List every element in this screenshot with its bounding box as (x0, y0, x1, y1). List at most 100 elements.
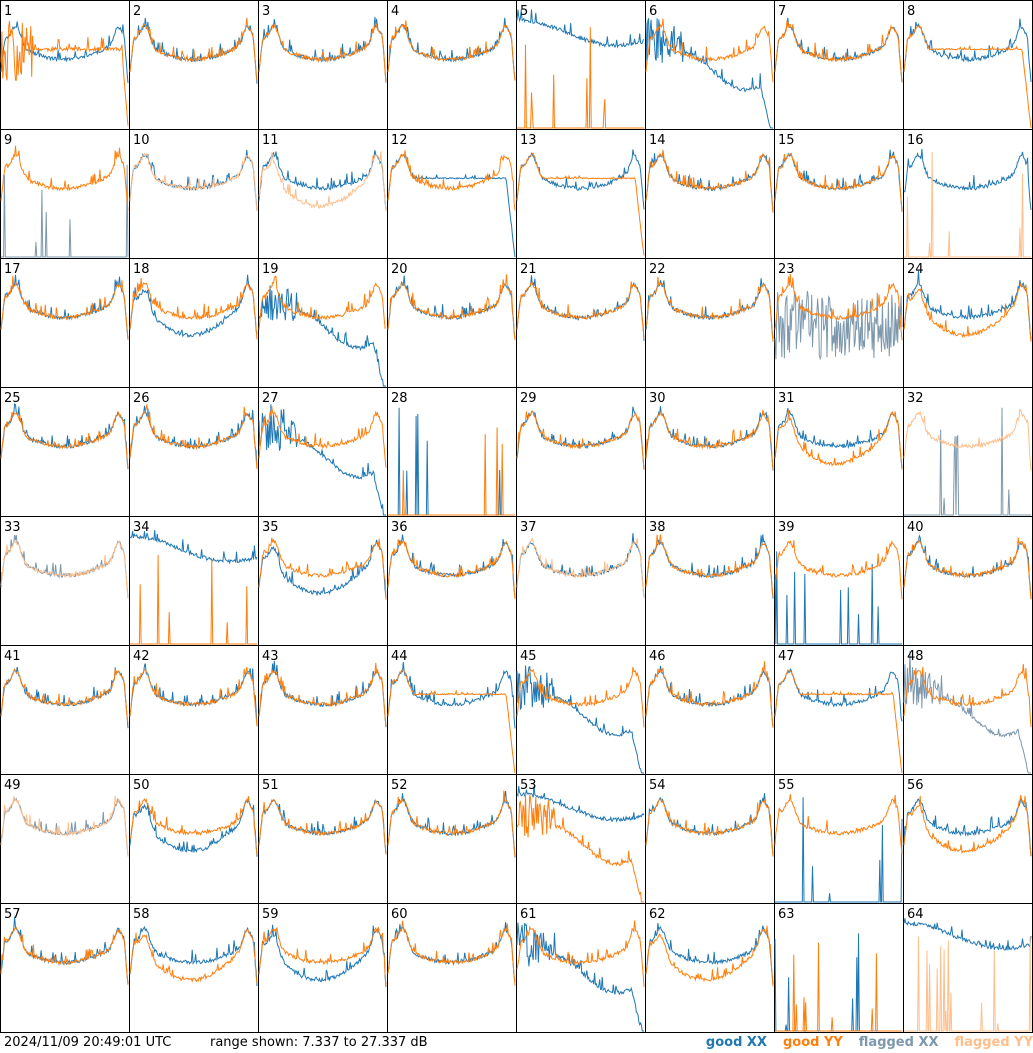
series-xx-line (774, 407, 903, 469)
panel-frame (387, 903, 517, 1033)
panel-label: 49 (4, 778, 21, 793)
panel-frame (387, 645, 517, 775)
series-yy-line (774, 273, 903, 341)
series-xx-line (645, 18, 773, 129)
panel-frame (774, 0, 904, 130)
panel-58: 58 (129, 903, 259, 1033)
series-xx-line (129, 530, 258, 565)
panel-frame (903, 258, 1033, 388)
series-yy-line (387, 150, 516, 211)
panel-label: 40 (907, 520, 924, 535)
panel-frame (129, 0, 259, 130)
series-xx-line (516, 665, 644, 774)
series-xx-line (516, 9, 645, 49)
series-yy-line (388, 427, 515, 516)
series-yy-line (904, 936, 1032, 1032)
panel-label: 13 (520, 133, 537, 148)
panel-label: 53 (520, 778, 537, 793)
panel-7: 7 (774, 0, 904, 130)
panel-5: 5 (516, 0, 646, 130)
panel-frame (387, 516, 517, 646)
series-yy-line (645, 276, 774, 342)
panel-frame (645, 774, 775, 904)
panel-label: 21 (520, 262, 537, 277)
panel-label: 50 (133, 778, 150, 793)
panel-frame (774, 645, 904, 775)
series-yy-line (645, 798, 774, 857)
panel-label: 35 (262, 520, 279, 535)
panel-frame (645, 129, 775, 259)
series-yy-line (774, 793, 903, 855)
series-yy-line (903, 537, 1032, 600)
panel-59: 59 (258, 903, 388, 1033)
panel-frame (516, 258, 646, 388)
panel-frame (387, 774, 517, 904)
panel-label: 52 (391, 778, 408, 793)
panel-label: 1 (4, 4, 12, 19)
panel-60: 60 (387, 903, 517, 1033)
series-xx-line (903, 796, 1032, 857)
panel-label: 9 (4, 133, 12, 148)
panel-frame (129, 774, 259, 904)
series-yy-line (645, 925, 774, 987)
panel-label: 47 (778, 649, 795, 664)
series-yy-line (258, 926, 387, 987)
panel-label: 8 (907, 4, 915, 19)
panel-label: 19 (262, 262, 279, 277)
series-yy-line (903, 25, 1032, 129)
panel-28: 28 (387, 387, 517, 517)
panel-63: 63 (774, 903, 904, 1033)
panel-1: 1 (0, 0, 130, 130)
panel-label: 45 (520, 649, 537, 664)
series-yy-line (904, 151, 1031, 258)
series-yy-line (774, 20, 903, 83)
panel-frame (0, 258, 130, 388)
panel-frame (0, 387, 130, 517)
panel-40: 40 (903, 516, 1033, 646)
panel-16: 16 (903, 129, 1033, 259)
series-yy-line (130, 554, 257, 645)
panel-frame (258, 516, 388, 646)
series-yy-line (517, 27, 644, 129)
panel-frame (645, 516, 775, 646)
series-yy-line (0, 540, 129, 599)
series-xx-line (1, 164, 129, 258)
panel-frame (129, 129, 259, 259)
series-yy-line (129, 277, 258, 340)
series-yy-line (903, 663, 1032, 727)
panel-22: 22 (645, 258, 775, 388)
timestamp: 2024/11/09 20:49:01 UTC (4, 1035, 172, 1050)
panel-30: 30 (645, 387, 775, 517)
panel-10: 10 (129, 129, 259, 259)
series-xx-line (645, 923, 774, 985)
panel-43: 43 (258, 645, 388, 775)
panel-frame (258, 258, 388, 388)
series-yy-line (387, 668, 516, 774)
panel-label: 25 (4, 391, 21, 406)
panel-31: 31 (774, 387, 904, 517)
panel-48: 48 (903, 645, 1033, 775)
panel-label: 44 (391, 649, 408, 664)
panel-frame (645, 645, 775, 775)
panel-label: 6 (649, 4, 657, 19)
panel-label: 32 (907, 391, 924, 406)
series-xx-line (774, 290, 903, 361)
panel-label: 34 (133, 520, 150, 535)
series-xx-line (775, 797, 903, 903)
series-yy-line (129, 404, 258, 470)
series-yy-line (903, 282, 1032, 342)
panel-21: 21 (516, 258, 646, 388)
panel-41: 41 (0, 645, 130, 775)
panel-label: 5 (520, 4, 528, 19)
panel-frame (0, 774, 130, 904)
panel-frame (258, 387, 388, 517)
panel-17: 17 (0, 258, 130, 388)
panel-label: 2 (133, 4, 141, 19)
panel-label: 3 (262, 4, 270, 19)
panel-label: 62 (649, 907, 666, 922)
panel-frame (258, 645, 388, 775)
panel-frame (258, 0, 388, 130)
series-xx-line (129, 274, 258, 339)
panel-25: 25 (0, 387, 130, 517)
panel-label: 20 (391, 262, 408, 277)
